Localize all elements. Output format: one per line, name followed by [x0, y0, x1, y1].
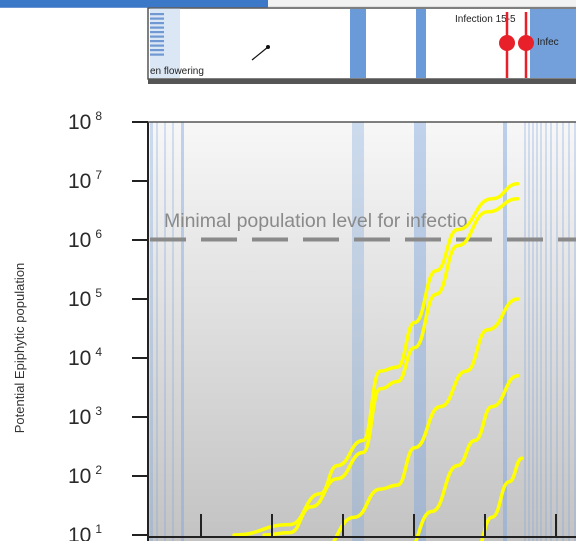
- y-tick-label: 10 4: [68, 345, 102, 370]
- timeline-stripe: [150, 44, 164, 47]
- timeline-stripe: [150, 49, 164, 52]
- timeline-band: [530, 9, 576, 78]
- timeline-band: [150, 8, 180, 78]
- y-tick-label: 10 7: [68, 168, 102, 193]
- plot-band: [181, 122, 184, 541]
- plot-band: [164, 122, 166, 541]
- timeline-bands: [150, 8, 576, 78]
- annotation-infection: Infection 15-5: [455, 14, 516, 25]
- plot-band: [536, 122, 538, 541]
- series-line-2: [262, 197, 520, 537]
- plot-band: [172, 122, 174, 541]
- y-tick-label: 10 2: [68, 463, 102, 488]
- timeline-stripe: [150, 35, 164, 38]
- plot-area: Minimal population level for infectio 10…: [68, 109, 576, 541]
- timeline-stripe: [150, 31, 164, 34]
- plot-band: [524, 122, 526, 541]
- plot-band: [550, 122, 552, 541]
- plot-band: [352, 122, 364, 541]
- plot-band: [528, 122, 530, 541]
- y-tick-label: 10 5: [68, 286, 102, 311]
- plot-band: [150, 122, 153, 541]
- timeline-infection-window: [507, 9, 526, 78]
- plot-band: [568, 122, 570, 541]
- plot-band: [556, 122, 558, 541]
- flowering-arrow-head: [266, 45, 270, 49]
- plot-band: [545, 122, 547, 541]
- flowering-arrow: [251, 46, 269, 61]
- annotation-infection-2: Infec: [537, 37, 559, 48]
- series-group: [232, 181, 524, 541]
- y-axis-label: Potential Epiphytic population: [12, 263, 27, 434]
- y-tick-label: 10 1: [68, 522, 102, 541]
- y-tick-label: 10 3: [68, 404, 102, 429]
- y-tick-label: 10 6: [68, 227, 102, 252]
- plot-band: [532, 122, 534, 541]
- plot-band: [574, 122, 576, 541]
- timeline-stripe: [150, 22, 164, 25]
- infection-marker-dot-1: [499, 35, 515, 51]
- timeline-stripe: [150, 53, 164, 56]
- plot-band: [503, 122, 507, 541]
- plot-band: [562, 122, 564, 541]
- x-ticks: [200, 514, 557, 537]
- series-line-1: [232, 181, 520, 537]
- title-bar-right: [268, 0, 576, 7]
- plot-band: [540, 122, 542, 541]
- timeline-shadow: [148, 79, 576, 84]
- timeline-stripe: [150, 26, 164, 29]
- annotation-flowering: en flowering: [150, 66, 204, 77]
- y-tick-label: 10 8: [68, 109, 102, 134]
- window-title-bar: [0, 0, 268, 8]
- timeline-strip: en flowering Infection 15-5 Infec: [147, 7, 576, 84]
- plot-band: [156, 122, 158, 541]
- threshold-label: Minimal population level for infectio: [164, 210, 468, 232]
- timeline-band: [350, 9, 366, 78]
- timeline-stripe: [150, 13, 164, 16]
- timeline-band: [416, 9, 426, 78]
- series-line-5: [480, 456, 524, 541]
- series-line-4: [414, 374, 520, 541]
- timeline-stripe: [150, 17, 164, 20]
- series-line-3: [332, 297, 520, 541]
- timeline-stripe: [150, 40, 164, 43]
- infection-marker-dot-2: [518, 35, 534, 51]
